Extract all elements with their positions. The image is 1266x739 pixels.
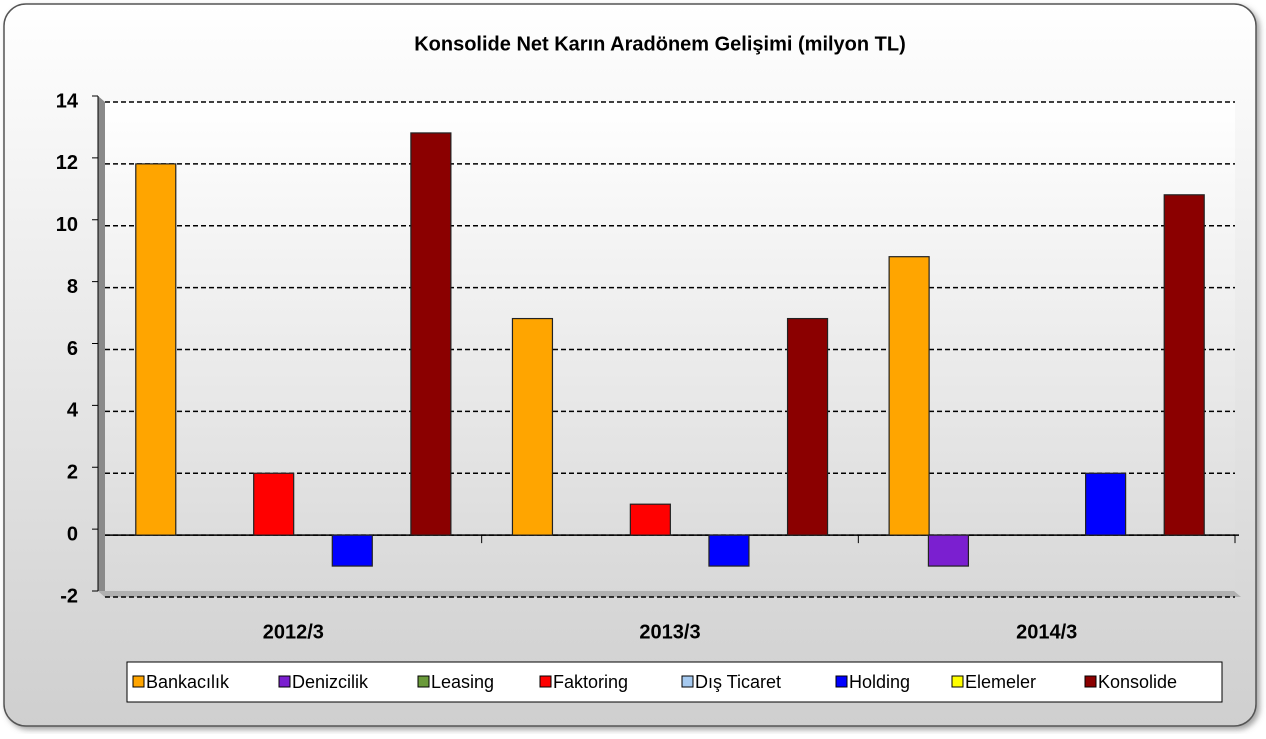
y-tick-label: 10 xyxy=(56,214,78,236)
y-tick-label: 0 xyxy=(67,523,78,545)
bar xyxy=(253,472,295,536)
legend-label: Holding xyxy=(849,672,910,692)
bar xyxy=(708,534,750,567)
floor xyxy=(98,591,1241,597)
legend-label: Dış Ticaret xyxy=(695,672,781,692)
legend-label: Bankacılık xyxy=(146,672,230,692)
bar xyxy=(786,317,829,536)
legend-swatch xyxy=(1084,675,1097,688)
x-tick-label: 2014/3 xyxy=(1016,621,1077,643)
bar xyxy=(511,317,554,536)
y-tick-label: 12 xyxy=(56,152,78,174)
bar xyxy=(135,163,177,536)
bar xyxy=(927,534,970,567)
legend-label: Leasing xyxy=(431,672,494,692)
legend-label: Denizcilik xyxy=(292,672,369,692)
side-wall xyxy=(98,96,105,597)
bar xyxy=(1163,194,1205,536)
legend-swatch xyxy=(539,675,552,688)
x-tick-label: 2013/3 xyxy=(639,621,700,643)
y-tick-label: 14 xyxy=(56,90,79,112)
bar xyxy=(410,132,452,536)
bar xyxy=(888,256,930,536)
y-tick-label: 4 xyxy=(67,400,79,422)
legend-swatch xyxy=(951,675,964,688)
y-tick-label: 8 xyxy=(67,276,78,298)
legend-swatch xyxy=(417,675,430,688)
legend-swatch xyxy=(681,675,694,688)
legend-swatch xyxy=(132,675,145,688)
bar xyxy=(1085,472,1127,536)
legend xyxy=(126,661,1223,703)
bar xyxy=(629,503,671,536)
y-tick-label: 6 xyxy=(67,338,78,360)
legend-swatch xyxy=(278,675,291,688)
legend-label: Faktoring xyxy=(553,672,628,692)
y-tick-label: 2 xyxy=(67,462,78,484)
bar xyxy=(331,534,373,567)
legend-label: Elemeler xyxy=(965,672,1036,692)
legend-label: Konsolide xyxy=(1098,672,1177,692)
legend-swatch xyxy=(835,675,848,688)
y-tick-label: -2 xyxy=(60,585,78,607)
x-tick-label: 2012/3 xyxy=(263,621,324,643)
chart-title: Konsolide Net Karın Aradönem Gelişimi (m… xyxy=(414,33,906,55)
